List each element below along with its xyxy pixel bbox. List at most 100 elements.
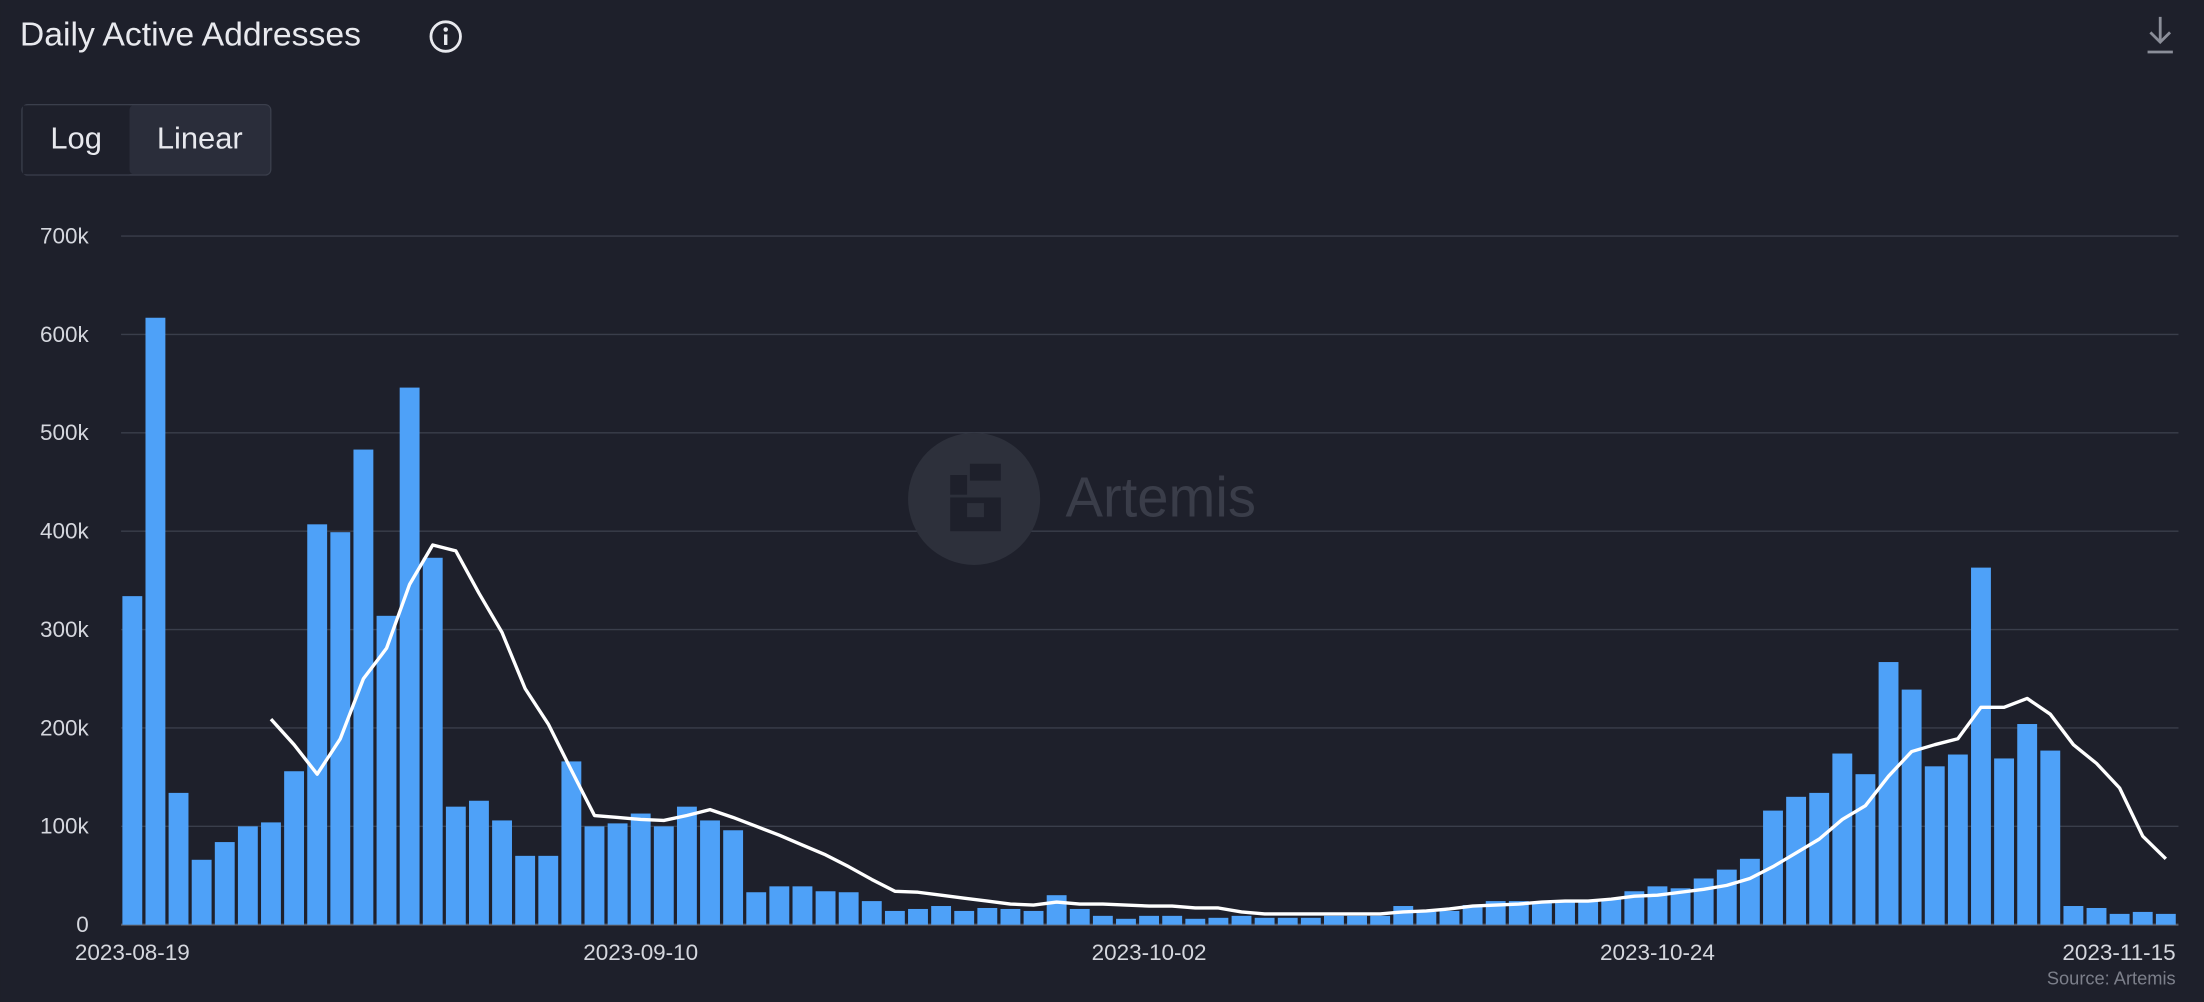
- scale-button[interactable]: Linear: [129, 105, 271, 175]
- bar: [307, 524, 328, 925]
- x-tick-label: 2023-09-10: [583, 940, 698, 965]
- download-icon[interactable]: [2147, 16, 2173, 54]
- bar: [1208, 917, 1229, 925]
- bar: [769, 886, 790, 925]
- bar: [1324, 915, 1344, 925]
- bar: [676, 806, 697, 925]
- bar: [1555, 901, 1575, 925]
- watermark: Artemis: [908, 432, 1256, 565]
- bar: [1901, 689, 1922, 925]
- bar: [2063, 906, 2084, 925]
- bar: [330, 532, 351, 925]
- bar: [977, 907, 998, 925]
- bar: [838, 892, 859, 925]
- bar: [2086, 907, 2107, 925]
- bar: [1578, 901, 1599, 925]
- bar: [1739, 858, 1760, 925]
- bar: [1370, 915, 1391, 925]
- bar: [1162, 915, 1183, 925]
- bar: [1416, 911, 1437, 925]
- bar: [1855, 774, 1876, 925]
- bar: [2017, 724, 2038, 925]
- scale-button[interactable]: Log: [22, 105, 130, 175]
- bar: [1139, 915, 1160, 925]
- bar: [584, 826, 605, 925]
- y-tick-label: 300k: [40, 617, 89, 642]
- bar: [1647, 886, 1668, 925]
- bar: [1624, 891, 1645, 925]
- bar: [607, 823, 628, 925]
- bar: [792, 886, 813, 925]
- bar: [469, 800, 489, 925]
- bar: [422, 557, 443, 925]
- y-tick-label: 0: [76, 912, 89, 937]
- bar: [561, 761, 582, 925]
- bar: [1277, 917, 1298, 925]
- bar: [353, 449, 374, 925]
- bar: [861, 901, 882, 925]
- x-tick-label: 2023-10-02: [1092, 940, 1207, 965]
- bar: [2132, 911, 2153, 925]
- bar: [1300, 917, 1321, 925]
- bar: [2155, 913, 2176, 925]
- bar: [2040, 750, 2061, 925]
- bar: [515, 855, 536, 925]
- bar: [399, 387, 420, 925]
- y-tick-label: 600k: [40, 322, 89, 347]
- bar: [1947, 754, 1968, 925]
- scale-button-label[interactable]: Log: [50, 121, 102, 156]
- bar: [2109, 913, 2130, 925]
- bar: [1116, 918, 1136, 925]
- bar: [1393, 906, 1414, 925]
- x-tick-label: 2023-11-15: [2062, 940, 2175, 965]
- scale-button-bg[interactable]: [22, 105, 130, 175]
- bar: [145, 317, 166, 925]
- bar: [1832, 753, 1853, 925]
- bar: [1809, 792, 1830, 925]
- bar: [1786, 796, 1807, 925]
- bar: [1693, 878, 1714, 925]
- watermark-text: Artemis: [1065, 466, 1255, 529]
- bar: [538, 855, 559, 925]
- bar: [1462, 905, 1483, 925]
- bar: [1231, 915, 1252, 925]
- bar: [746, 892, 767, 925]
- bar: [1508, 901, 1529, 925]
- bar: [1347, 915, 1367, 925]
- bar: [261, 822, 281, 925]
- bar: [1000, 908, 1021, 925]
- bar: [1185, 918, 1206, 925]
- bar: [1439, 910, 1460, 925]
- bar: [1069, 908, 1090, 925]
- bar: [445, 806, 466, 925]
- y-tick-label: 400k: [40, 519, 89, 544]
- bar: [1092, 915, 1113, 925]
- bar: [284, 771, 305, 925]
- y-tick-label: 700k: [40, 223, 89, 248]
- info-icon[interactable]: [429, 20, 462, 53]
- bar: [1878, 662, 1899, 925]
- bar: [884, 910, 905, 925]
- x-tick-label: 2023-10-24: [1600, 940, 1715, 965]
- source: Source: Artemis: [2047, 967, 2176, 988]
- bar: [1254, 917, 1275, 925]
- bar: [700, 820, 720, 925]
- x-tick-label: 2023-08-19: [75, 940, 190, 965]
- bar: [954, 910, 975, 925]
- bar: [723, 830, 744, 925]
- bar: [1670, 888, 1691, 925]
- bar: [214, 842, 235, 925]
- scale-button-bg[interactable]: [129, 105, 271, 175]
- scale-button-label[interactable]: Linear: [157, 121, 243, 156]
- bar: [376, 615, 397, 925]
- bar: [908, 908, 928, 925]
- y-tick-label: 500k: [40, 420, 89, 445]
- bar: [1971, 567, 1991, 925]
- bar: [1994, 758, 2015, 925]
- bar: [122, 596, 143, 925]
- bar: [1023, 910, 1044, 925]
- bar: [1531, 902, 1552, 925]
- bar: [1601, 899, 1622, 925]
